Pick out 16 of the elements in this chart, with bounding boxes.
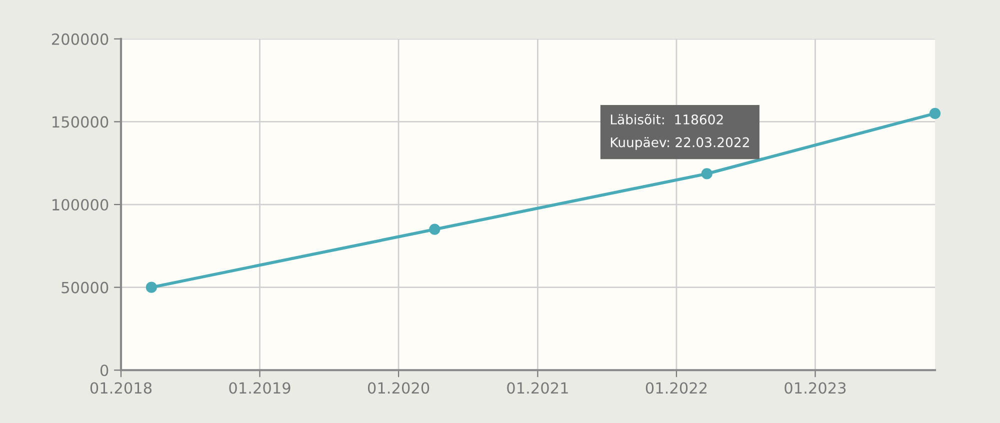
- annotation: Läbisõit: 118602 Kuupäev: 22.03.2022: [610, 114, 749, 150]
- y-tick-label: 50000: [62, 282, 108, 294]
- point: [701, 168, 712, 180]
- point: [146, 282, 157, 293]
- x-tick-label: 01.2018: [90, 382, 152, 394]
- point: [429, 224, 440, 235]
- y-tick-label: 150000: [52, 116, 108, 128]
- x-tick-label: 01.2023: [784, 382, 846, 394]
- x-tick-label: 01.2021: [507, 382, 568, 394]
- y-tick-label: 0: [100, 364, 108, 376]
- x-tick-label: 01.2020: [368, 382, 430, 394]
- x-tick-label: 01.2019: [229, 382, 290, 394]
- y-tick-label: 100000: [52, 198, 108, 211]
- point: [929, 108, 941, 119]
- y-tick-label: 200000: [52, 33, 108, 45]
- x-tick-label: 01.2022: [646, 382, 707, 394]
